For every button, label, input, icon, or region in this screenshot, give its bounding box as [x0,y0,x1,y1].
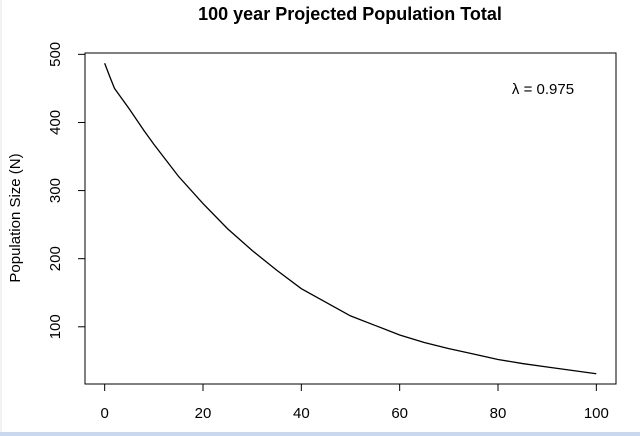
window-edge [0,0,2,436]
lambda-annotation: λ = 0.975 [512,81,574,98]
y-tick-label: 100 [47,314,64,339]
window-bottom-border [0,432,640,436]
y-tick-label: 200 [47,246,64,271]
x-tick-label: 20 [195,405,212,422]
y-tick-label: 500 [47,42,64,67]
y-axis-label: Population Size (N) [7,153,24,282]
chart-title: 100 year Projected Population Total [198,4,502,24]
x-tick-label: 0 [100,405,108,422]
x-tick-label: 60 [391,405,408,422]
x-axis: 0 20 40 60 80 100 [100,384,609,422]
y-tick-label: 300 [47,178,64,203]
x-tick-label: 80 [490,405,507,422]
series-line [104,62,597,375]
y-axis: 100 200 300 400 500 [47,42,85,339]
x-tick-label: 100 [584,405,609,422]
y-tick-label: 400 [47,110,64,135]
plot-frame [84,52,617,385]
x-tick-label: 40 [293,405,310,422]
